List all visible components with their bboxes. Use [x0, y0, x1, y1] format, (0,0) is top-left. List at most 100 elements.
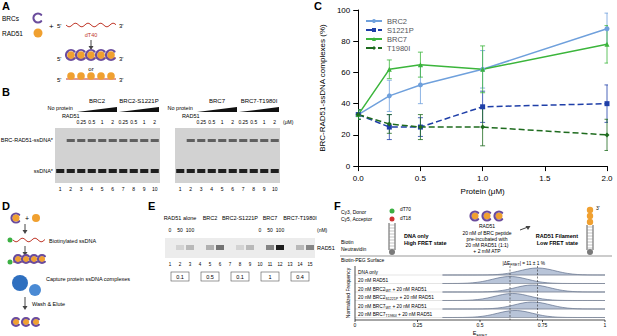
svg-text:T1980I: T1980I [387, 44, 410, 53]
svg-text:(μM): (μM) [283, 119, 294, 125]
svg-text:2: 2 [231, 119, 234, 125]
svg-text:ssDNA*: ssDNA* [34, 168, 54, 174]
svg-text:60: 60 [341, 68, 350, 77]
svg-text:8: 8 [132, 186, 135, 192]
svg-text:1: 1 [221, 119, 224, 125]
svg-text:No protein: No protein [48, 105, 73, 111]
svg-text:E: E [148, 200, 155, 212]
svg-text:1: 1 [59, 186, 62, 192]
svg-text:A: A [2, 0, 10, 12]
svg-text:20: 20 [341, 130, 350, 139]
svg-text:5: 5 [209, 262, 212, 267]
svg-text:2: 2 [189, 186, 192, 192]
svg-text:0.25: 0.25 [413, 322, 423, 328]
svg-text:0.25: 0.25 [76, 119, 86, 125]
svg-text:0.5: 0.5 [250, 119, 257, 125]
svg-text:Cy3, Donor: Cy3, Donor [341, 209, 367, 215]
svg-text:8: 8 [239, 262, 242, 267]
svg-text:RAD51 alone: RAD51 alone [164, 215, 197, 221]
svg-text:0.1: 0.1 [236, 274, 244, 280]
svg-text:15: 15 [307, 262, 313, 267]
svg-text:RAD51: RAD51 [479, 223, 495, 229]
svg-text:2.0: 2.0 [601, 174, 613, 183]
svg-text:9: 9 [143, 186, 146, 192]
svg-text:BRC2: BRC2 [387, 17, 407, 26]
svg-text:EFRET: EFRET [473, 330, 488, 336]
svg-text:20 nM BRC2WT + 20 nM RAD51: 20 nM BRC2WT + 20 nM RAD51 [358, 287, 427, 293]
svg-text:6: 6 [111, 186, 114, 192]
svg-text:0: 0 [354, 322, 357, 328]
svg-text:5': 5' [57, 77, 61, 83]
svg-text:RAD51: RAD51 [317, 245, 335, 251]
svg-text:12: 12 [277, 262, 283, 267]
svg-text:50: 50 [267, 227, 273, 233]
svg-text:Low FRET state: Low FRET state [537, 240, 578, 246]
svg-text:1: 1 [169, 262, 172, 267]
svg-text:Cy5, Acceptor: Cy5, Acceptor [341, 216, 372, 222]
svg-text:0.25: 0.25 [238, 119, 248, 125]
svg-text:50: 50 [177, 227, 183, 233]
svg-text:20 nM RAD51: 20 nM RAD51 [358, 278, 388, 283]
svg-text:0: 0 [169, 227, 172, 233]
svg-text:(nM): (nM) [317, 227, 328, 233]
svg-text:13: 13 [287, 262, 293, 267]
svg-text:No protein: No protein [168, 105, 193, 111]
svg-text:DNA only: DNA only [404, 233, 429, 239]
svg-text:0.0: 0.0 [353, 174, 365, 183]
svg-text:6: 6 [219, 262, 222, 267]
svg-text:|ΔEFRET| = 11 ± 1 %: |ΔEFRET| = 11 ± 1 % [503, 261, 546, 267]
svg-text:3: 3 [80, 186, 83, 192]
svg-text:BRC7: BRC7 [209, 98, 226, 104]
svg-text:0.5: 0.5 [88, 119, 95, 125]
svg-text:0.25: 0.25 [118, 119, 128, 125]
svg-text:Normalized Frequency: Normalized Frequency [345, 267, 351, 318]
svg-text:2: 2 [111, 119, 114, 125]
svg-text:100: 100 [186, 227, 195, 233]
svg-text:Biotin-PEG Surface: Biotin-PEG Surface [341, 257, 385, 263]
svg-text:BRC7-T1980I: BRC7-T1980I [241, 98, 278, 104]
svg-text:0.5: 0.5 [206, 274, 214, 280]
svg-text:BRC7: BRC7 [263, 215, 278, 221]
svg-text:0.1: 0.1 [176, 274, 184, 280]
svg-text:20 nM BRC7T1980I + 20 nM RAD51: 20 nM BRC7T1980I + 20 nM RAD51 [358, 312, 433, 318]
svg-text:Capture protein ssDNA complexe: Capture protein ssDNA complexes [46, 276, 130, 282]
svg-text:C: C [314, 0, 322, 12]
svg-text:1: 1 [268, 274, 271, 280]
svg-text:0.75: 0.75 [538, 322, 548, 328]
svg-text:4: 4 [90, 186, 93, 192]
svg-text:10: 10 [152, 186, 158, 192]
svg-text:Biotin: Biotin [341, 239, 354, 245]
svg-text:20 nM BRC2S1221P + 20 nM RAD51: 20 nM BRC2S1221P + 20 nM RAD51 [358, 295, 434, 301]
svg-text:RAD51 Filament: RAD51 Filament [536, 233, 578, 239]
svg-text:3': 3' [596, 205, 600, 211]
svg-text:S1221P: S1221P [387, 26, 414, 35]
svg-text:3': 3' [119, 56, 123, 62]
svg-text:7: 7 [229, 262, 232, 267]
svg-text:5: 5 [221, 186, 224, 192]
svg-text:2: 2 [179, 262, 182, 267]
svg-text:3: 3 [200, 186, 203, 192]
svg-text:10: 10 [272, 186, 278, 192]
svg-text:0.5: 0.5 [477, 322, 484, 328]
svg-text:14: 14 [297, 262, 303, 267]
svg-text:BRCs: BRCs [2, 15, 20, 22]
svg-text:7: 7 [122, 186, 125, 192]
svg-text:100: 100 [337, 6, 351, 15]
svg-text:7: 7 [242, 186, 245, 192]
svg-text:100: 100 [276, 227, 285, 233]
svg-text:BRC2-S1221P: BRC2-S1221P [119, 98, 158, 104]
svg-text:RAD51: RAD51 [2, 30, 23, 37]
svg-text:1.5: 1.5 [539, 174, 551, 183]
svg-text:0: 0 [259, 227, 262, 233]
svg-text:Biotinylated ssDNA: Biotinylated ssDNA [49, 238, 96, 244]
svg-text:+ 2 mM ATP: + 2 mM ATP [473, 248, 501, 254]
svg-text:BRC2: BRC2 [203, 215, 218, 221]
svg-text:11: 11 [268, 262, 273, 267]
svg-text:20 nM BRC7WT + 20 nM RAD51: 20 nM BRC7WT + 20 nM RAD51 [358, 304, 427, 310]
svg-text:4: 4 [199, 262, 202, 267]
svg-text:9: 9 [249, 262, 252, 267]
svg-text:BRC2: BRC2 [89, 98, 106, 104]
svg-text:80: 80 [341, 37, 350, 46]
svg-text:1: 1 [263, 119, 266, 125]
svg-text:0.5: 0.5 [208, 119, 215, 125]
